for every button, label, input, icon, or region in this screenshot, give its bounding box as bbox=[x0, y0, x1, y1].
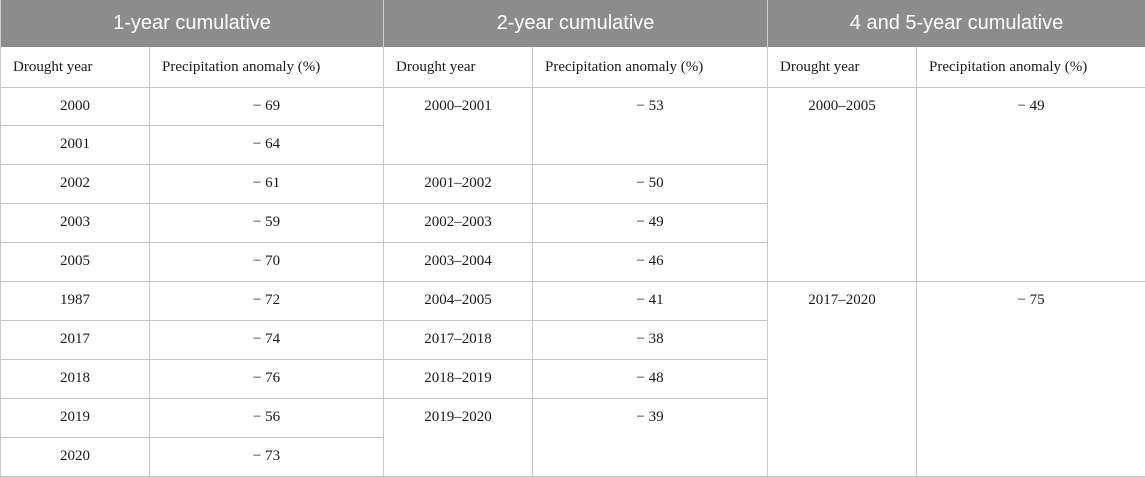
one-year-anomaly: − 76 bbox=[150, 360, 384, 399]
one-year-anomaly: − 69 bbox=[150, 88, 384, 126]
one-year-anomaly: − 64 bbox=[150, 126, 384, 165]
group-header-1-year: 1-year cumulative bbox=[1, 0, 384, 47]
sub-header-row: Drought year Precipitation anomaly (%) D… bbox=[1, 47, 1145, 88]
group-header-row: 1-year cumulative 2-year cumulative 4 an… bbox=[1, 0, 1145, 47]
one-year-drought-year: 2001 bbox=[1, 126, 150, 165]
group-header-4-5-year: 4 and 5-year cumulative bbox=[768, 0, 1145, 47]
one-year-anomaly: − 56 bbox=[150, 399, 384, 438]
column-header-drought-year: Drought year bbox=[384, 47, 533, 88]
table-row: 1987 − 72 2004–2005 − 41 2017–2020 − 75 bbox=[1, 282, 1145, 321]
two-year-anomaly: − 46 bbox=[533, 243, 768, 282]
column-header-drought-year: Drought year bbox=[1, 47, 150, 88]
two-year-drought-year: 2004–2005 bbox=[384, 282, 533, 321]
two-year-drought-year: 2002–2003 bbox=[384, 204, 533, 243]
two-year-drought-year: 2017–2018 bbox=[384, 321, 533, 360]
column-header-precip-anomaly: Precipitation anomaly (%) bbox=[150, 47, 384, 88]
one-year-anomaly: − 59 bbox=[150, 204, 384, 243]
one-year-drought-year: 2019 bbox=[1, 399, 150, 438]
two-year-drought-year: 2003–2004 bbox=[384, 243, 533, 282]
four-five-year-drought-year: 2000–2005 bbox=[768, 88, 917, 282]
one-year-anomaly: − 74 bbox=[150, 321, 384, 360]
two-year-anomaly: − 39 bbox=[533, 399, 768, 477]
one-year-drought-year: 2020 bbox=[1, 438, 150, 477]
two-year-drought-year: 2018–2019 bbox=[384, 360, 533, 399]
table-row: 2000 − 69 2000–2001 − 53 2000–2005 − 49 bbox=[1, 88, 1145, 126]
two-year-anomaly: − 49 bbox=[533, 204, 768, 243]
two-year-anomaly: − 41 bbox=[533, 282, 768, 321]
column-header-drought-year: Drought year bbox=[768, 47, 917, 88]
one-year-drought-year: 2003 bbox=[1, 204, 150, 243]
two-year-anomaly: − 50 bbox=[533, 165, 768, 204]
two-year-drought-year: 2019–2020 bbox=[384, 399, 533, 477]
one-year-drought-year: 2005 bbox=[1, 243, 150, 282]
one-year-drought-year: 2000 bbox=[1, 88, 150, 126]
two-year-drought-year: 2001–2002 bbox=[384, 165, 533, 204]
four-five-year-anomaly: − 75 bbox=[917, 282, 1145, 477]
one-year-drought-year: 2018 bbox=[1, 360, 150, 399]
one-year-anomaly: − 72 bbox=[150, 282, 384, 321]
group-header-2-year: 2-year cumulative bbox=[384, 0, 768, 47]
two-year-anomaly: − 38 bbox=[533, 321, 768, 360]
one-year-drought-year: 2002 bbox=[1, 165, 150, 204]
two-year-anomaly: − 48 bbox=[533, 360, 768, 399]
one-year-drought-year: 2017 bbox=[1, 321, 150, 360]
four-five-year-drought-year: 2017–2020 bbox=[768, 282, 917, 477]
one-year-drought-year: 1987 bbox=[1, 282, 150, 321]
column-header-precip-anomaly: Precipitation anomaly (%) bbox=[533, 47, 768, 88]
one-year-anomaly: − 61 bbox=[150, 165, 384, 204]
two-year-anomaly: − 53 bbox=[533, 88, 768, 165]
two-year-drought-year: 2000–2001 bbox=[384, 88, 533, 165]
one-year-anomaly: − 70 bbox=[150, 243, 384, 282]
four-five-year-anomaly: − 49 bbox=[917, 88, 1145, 282]
column-header-precip-anomaly: Precipitation anomaly (%) bbox=[917, 47, 1145, 88]
one-year-anomaly: − 73 bbox=[150, 438, 384, 477]
